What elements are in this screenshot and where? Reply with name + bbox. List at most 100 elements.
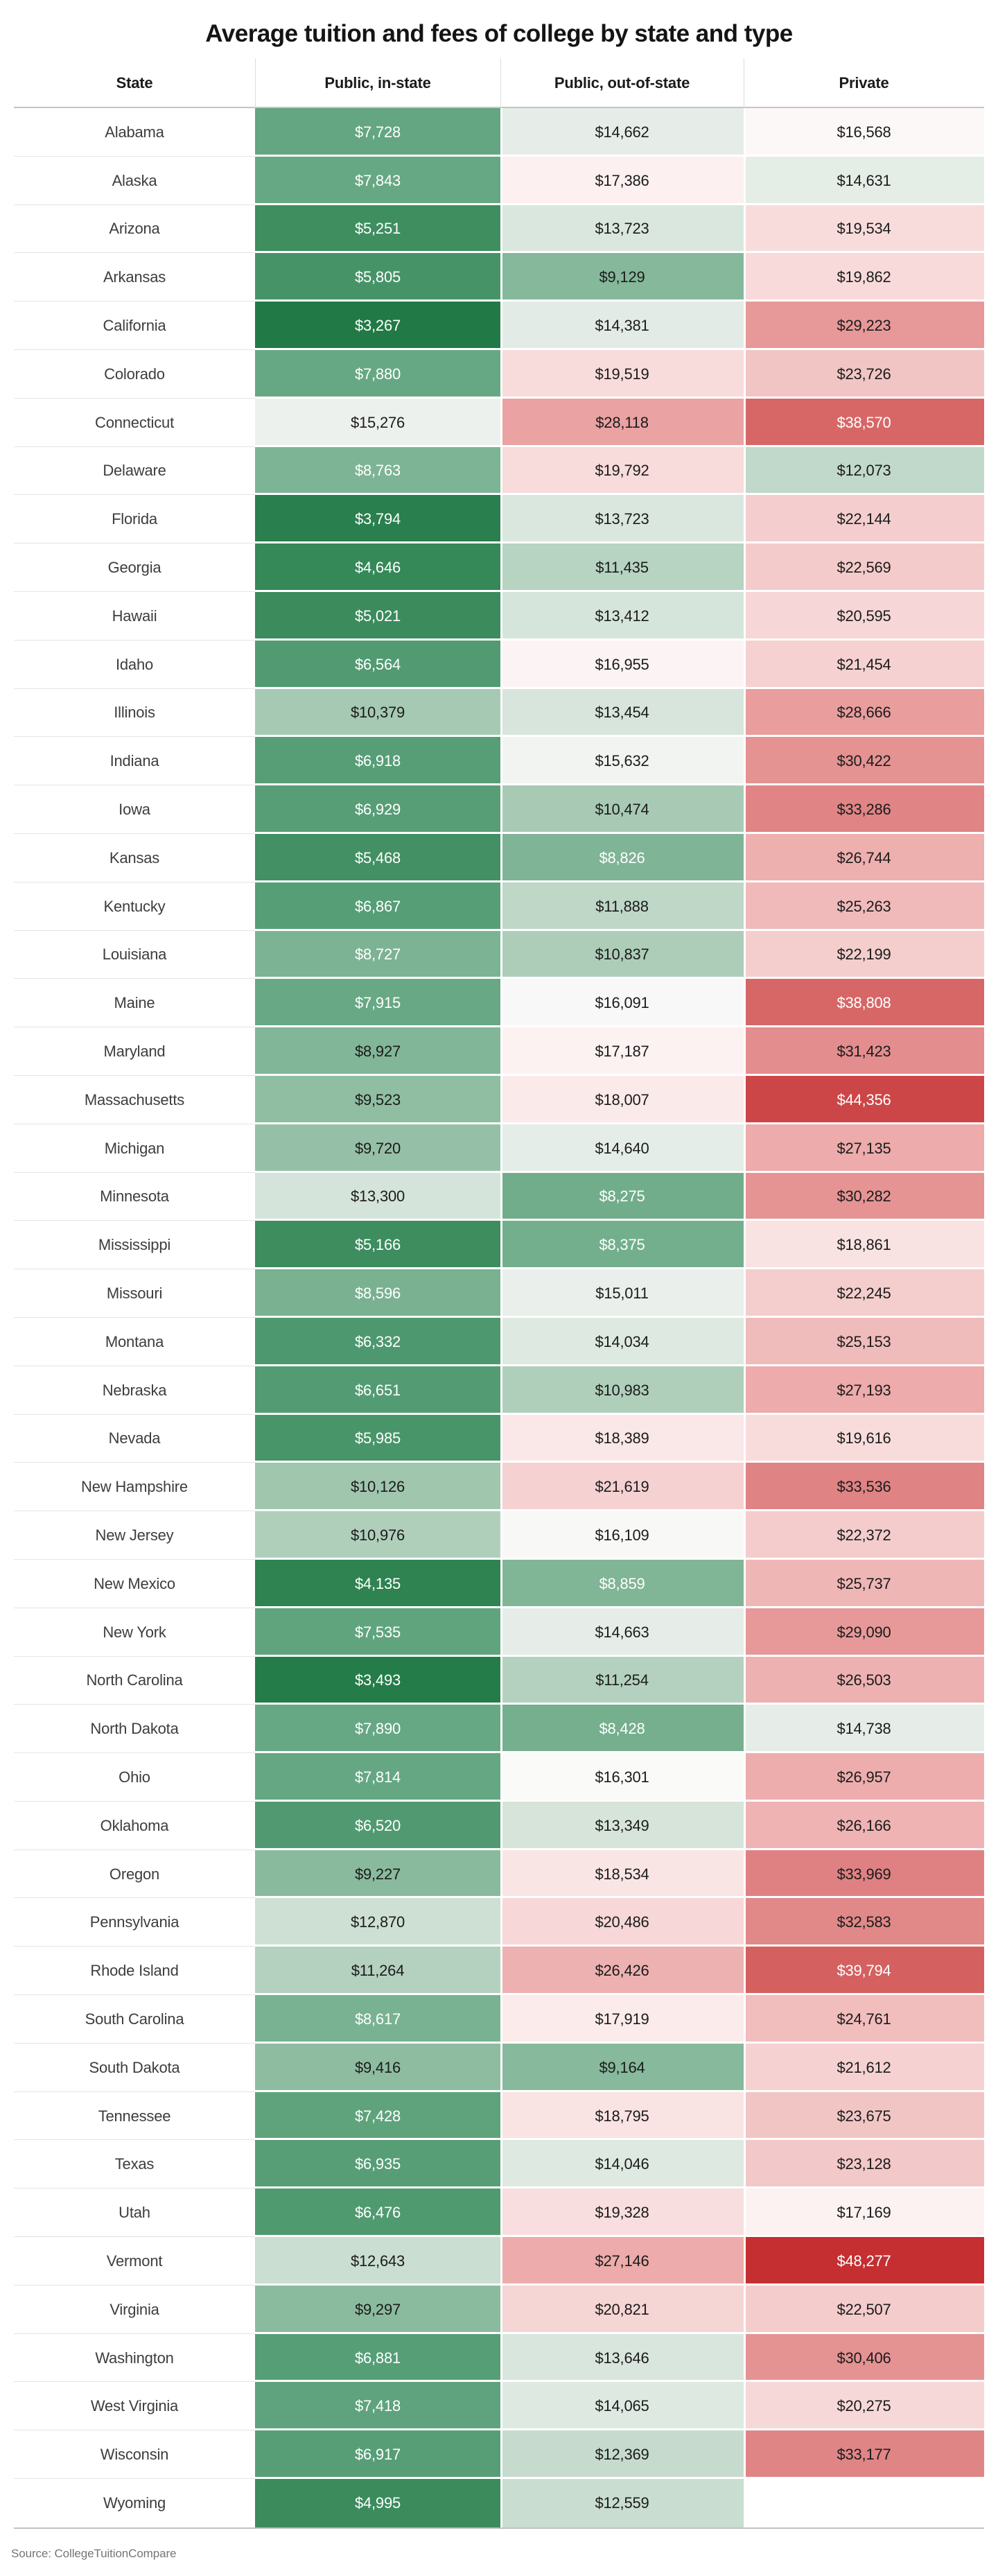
value-cell: $38,570: [744, 398, 984, 447]
value-cell: $16,955: [500, 640, 744, 689]
value-cell: $7,428: [255, 2091, 500, 2141]
value-cell: $10,976: [255, 1511, 500, 1560]
state-cell: Washington: [14, 2333, 255, 2383]
value-cell: $21,454: [744, 640, 984, 689]
state-cell: Mississippi: [14, 1221, 255, 1270]
table-row: Texas $6,935 $14,046 $23,128: [14, 2140, 984, 2189]
value-cell: $19,519: [500, 349, 744, 399]
table-row: New Jersey $10,976 $16,109 $22,372: [14, 1511, 984, 1560]
value-cell: $6,918: [255, 737, 500, 786]
value-cell: $6,881: [255, 2333, 500, 2383]
state-cell: Colorado: [14, 349, 255, 399]
value-cell: $14,065: [500, 2382, 744, 2431]
table-row: New Mexico $4,135 $8,859 $25,737: [14, 1559, 984, 1608]
table-row: Pennsylvania $12,870 $20,486 $32,583: [14, 1898, 984, 1947]
value-cell: $7,418: [255, 2382, 500, 2431]
table-row: Alaska $7,843 $17,386 $14,631: [14, 156, 984, 205]
state-cell: West Virginia: [14, 2382, 255, 2431]
value-cell: $7,890: [255, 1705, 500, 1754]
value-cell: $12,073: [744, 446, 984, 496]
state-cell: Michigan: [14, 1124, 255, 1173]
state-cell: Montana: [14, 1317, 255, 1366]
value-cell: $28,118: [500, 398, 744, 447]
state-cell: Massachusetts: [14, 1075, 255, 1124]
value-cell: $38,808: [744, 979, 984, 1028]
value-cell: $20,595: [744, 591, 984, 641]
value-cell: $26,166: [744, 1801, 984, 1850]
value-cell: $15,011: [500, 1269, 744, 1318]
value-cell: $5,166: [255, 1221, 500, 1270]
value-cell: $22,245: [744, 1269, 984, 1318]
table-row: Idaho $6,564 $16,955 $21,454: [14, 640, 984, 689]
table-row: Minnesota $13,300 $8,275 $30,282: [14, 1172, 984, 1221]
table-row: Arizona $5,251 $13,723 $19,534: [14, 204, 984, 254]
value-cell: $10,379: [255, 688, 500, 738]
value-cell: $7,843: [255, 156, 500, 205]
value-cell: $16,109: [500, 1511, 744, 1560]
table-row: North Carolina $3,493 $11,254 $26,503: [14, 1656, 984, 1705]
state-cell: Louisiana: [14, 930, 255, 980]
state-cell: Idaho: [14, 640, 255, 689]
value-cell: $8,927: [255, 1027, 500, 1076]
state-cell: Kansas: [14, 833, 255, 882]
table-row: Mississippi $5,166 $8,375 $18,861: [14, 1221, 984, 1270]
value-cell: $26,426: [500, 1947, 744, 1996]
value-cell: $20,275: [744, 2382, 984, 2431]
page-title: Average tuition and fees of college by s…: [205, 20, 793, 47]
value-cell: $8,763: [255, 446, 500, 496]
table-row: Iowa $6,929 $10,474 $33,286: [14, 785, 984, 834]
table-row: Oklahoma $6,520 $13,349 $26,166: [14, 1801, 984, 1850]
value-cell: $13,412: [500, 591, 744, 641]
value-cell: $24,761: [744, 1995, 984, 2044]
state-cell: Wisconsin: [14, 2430, 255, 2480]
value-cell: $22,569: [744, 543, 984, 592]
table-header: State Public, in-state Public, out-of-st…: [14, 58, 984, 108]
table-row: Missouri $8,596 $15,011 $22,245: [14, 1269, 984, 1318]
table-row: California $3,267 $14,381 $29,223: [14, 302, 984, 350]
value-cell: $4,646: [255, 543, 500, 592]
state-cell: Utah: [14, 2188, 255, 2238]
value-cell: $7,915: [255, 979, 500, 1028]
state-cell: Oregon: [14, 1850, 255, 1899]
state-cell: Kentucky: [14, 882, 255, 931]
value-cell: $10,126: [255, 1463, 500, 1512]
state-cell: North Carolina: [14, 1656, 255, 1705]
value-cell: $19,616: [744, 1414, 984, 1463]
value-cell: $22,507: [744, 2285, 984, 2334]
value-cell: $17,169: [744, 2188, 984, 2238]
table-body: Alabama $7,728 $14,662 $16,568 Alaska $7,843 $…: [14, 108, 984, 2527]
state-cell: Florida: [14, 495, 255, 544]
state-cell: New Jersey: [14, 1511, 255, 1560]
value-cell: $17,919: [500, 1995, 744, 2044]
value-cell: $31,423: [744, 1027, 984, 1076]
table-row: Massachusetts $9,523 $18,007 $44,356: [14, 1075, 984, 1124]
table-row: Tennessee $7,428 $18,795 $23,675: [14, 2091, 984, 2141]
table-row: Ohio $7,814 $16,301 $26,957: [14, 1753, 984, 1802]
value-cell: $11,888: [500, 882, 744, 931]
value-cell: $12,559: [500, 2479, 744, 2527]
table-row: North Dakota $7,890 $8,428 $14,738: [14, 1705, 984, 1754]
value-cell: $8,275: [500, 1172, 744, 1221]
value-cell: $26,744: [744, 833, 984, 882]
state-cell: New York: [14, 1608, 255, 1657]
table-row: Alabama $7,728 $14,662 $16,568: [14, 108, 984, 157]
table-row: West Virginia $7,418 $14,065 $20,275: [14, 2382, 984, 2431]
state-cell: Maine: [14, 979, 255, 1028]
value-cell: $23,128: [744, 2140, 984, 2189]
state-cell: Hawaii: [14, 591, 255, 641]
tuition-table: State Public, in-state Public, out-of-st…: [14, 58, 984, 2529]
value-cell: $13,454: [500, 688, 744, 738]
value-cell: $14,662: [500, 108, 744, 157]
state-cell: Delaware: [14, 446, 255, 496]
value-cell: $14,381: [500, 302, 744, 350]
value-cell: $16,568: [744, 108, 984, 157]
state-cell: Alabama: [14, 108, 255, 157]
value-cell: $18,795: [500, 2091, 744, 2141]
value-cell: $8,617: [255, 1995, 500, 2044]
value-cell: $18,389: [500, 1414, 744, 1463]
value-cell: $48,277: [744, 2237, 984, 2286]
value-cell: $3,493: [255, 1656, 500, 1705]
value-cell: $14,738: [744, 1705, 984, 1754]
state-cell: Rhode Island: [14, 1947, 255, 1996]
